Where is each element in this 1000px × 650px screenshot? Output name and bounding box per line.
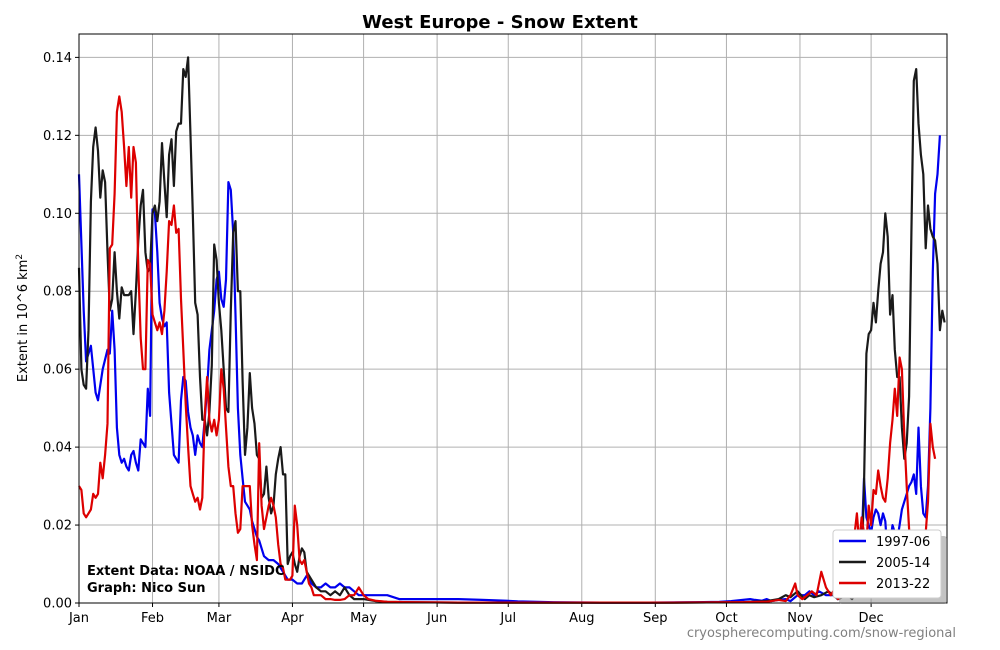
y-tick-label: 0.00 bbox=[43, 597, 72, 612]
y-axis-label: Extent in 10^6 km2 bbox=[15, 254, 31, 382]
y-tick-label: 0.04 bbox=[43, 441, 72, 456]
series-line-2013-22 bbox=[78, 95, 937, 604]
y-tick-label: 0.12 bbox=[43, 129, 72, 144]
y-tick-label: 0.10 bbox=[43, 207, 72, 222]
series-lines bbox=[77, 56, 946, 604]
x-tick-label: Nov bbox=[787, 611, 813, 626]
x-tick-label: Feb bbox=[141, 611, 164, 626]
x-tick-label: Jul bbox=[499, 611, 516, 626]
y-tick-label: 0.08 bbox=[43, 285, 72, 300]
x-tick-label: Oct bbox=[715, 611, 737, 626]
x-tick-label: Jan bbox=[68, 611, 89, 626]
y-tick-label: 0.02 bbox=[43, 519, 72, 534]
x-tick-label: May bbox=[350, 611, 377, 626]
x-tick-label: Jun bbox=[426, 611, 447, 626]
x-tick-label: Aug bbox=[569, 611, 594, 626]
x-tick-label: Dec bbox=[859, 611, 884, 626]
y-axis-label-superscript: 2 bbox=[15, 254, 25, 260]
chart-title: West Europe - Snow Extent bbox=[362, 12, 638, 33]
x-tick-label: Apr bbox=[281, 611, 304, 626]
legend-label-1997-06: 1997-06 bbox=[876, 535, 930, 550]
y-axis-label-text: Extent in 10^6 km bbox=[16, 260, 31, 382]
legend-box bbox=[832, 529, 942, 599]
legend-label-2005-14: 2005-14 bbox=[876, 556, 930, 571]
x-tick-label: Sep bbox=[643, 611, 668, 626]
legend: 1997-06 2005-14 2013-22 bbox=[832, 529, 947, 604]
credit-data-source: Extent Data: NOAA / NSIDC bbox=[87, 564, 284, 579]
y-tick-label: 0.14 bbox=[43, 51, 72, 66]
x-tick-label: Mar bbox=[207, 611, 232, 626]
series-line-2005-14 bbox=[77, 56, 946, 604]
x-axis-ticks: Jan Feb Mar Apr May Jun Jul Aug Sep Oct Nov Dec bbox=[68, 603, 884, 626]
plot-frame bbox=[78, 33, 948, 604]
source-watermark: cryospherecomputing.com/snow-regional bbox=[687, 626, 956, 641]
y-tick-label: 0.06 bbox=[43, 363, 72, 378]
credit-graph-author: Graph: Nico Sun bbox=[87, 581, 206, 596]
legend-label-2013-22: 2013-22 bbox=[876, 577, 930, 592]
y-axis-ticks: 0.00 0.02 0.04 0.06 0.08 0.10 0.12 0.14 bbox=[43, 51, 79, 612]
